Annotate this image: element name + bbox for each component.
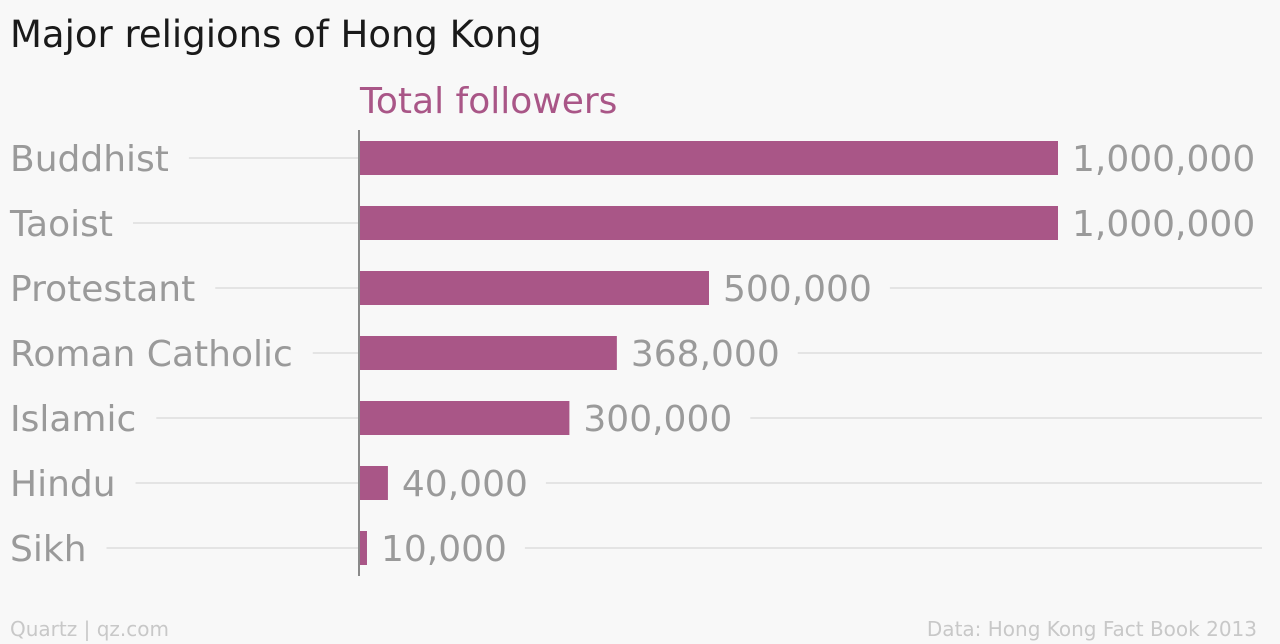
value-label: 10,000 [381, 529, 507, 570]
series-header: Total followers [359, 81, 617, 122]
bar [360, 336, 617, 370]
value-label: 368,000 [631, 334, 780, 375]
value-label: 500,000 [723, 269, 872, 310]
bar [360, 271, 709, 305]
category-label: Sikh [10, 529, 87, 570]
value-label: 300,000 [583, 399, 732, 440]
bar [360, 206, 1058, 240]
category-label: Protestant [10, 269, 195, 310]
bar [360, 141, 1058, 175]
bar [360, 531, 367, 565]
bar [360, 401, 570, 435]
bar [360, 466, 388, 500]
footer-credit: Quartz | qz.com [10, 617, 169, 641]
value-label: 1,000,000 [1072, 204, 1255, 245]
category-label: Taoist [9, 204, 113, 245]
value-label: 1,000,000 [1072, 139, 1255, 180]
category-label: Roman Catholic [10, 334, 293, 375]
category-label: Hindu [10, 464, 116, 505]
value-label: 40,000 [402, 464, 528, 505]
footer-source: Data: Hong Kong Fact Book 2013 [926, 617, 1257, 641]
category-label: Islamic [10, 399, 136, 440]
chart-title: Major religions of Hong Kong [10, 13, 542, 56]
category-label: Buddhist [10, 139, 169, 180]
